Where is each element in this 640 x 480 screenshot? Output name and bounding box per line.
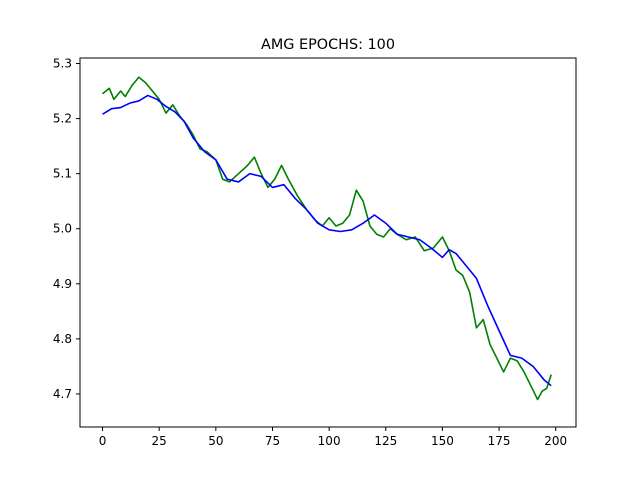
y-tick-label: 4.9	[53, 277, 72, 291]
x-tick-label: 0	[99, 434, 107, 448]
x-tick-label: 125	[374, 434, 397, 448]
series-line-2	[102, 94, 552, 387]
y-tick-label: 5.3	[53, 57, 72, 71]
y-tick-label: 5.0	[53, 222, 72, 236]
x-tick-label: 150	[431, 434, 454, 448]
y-tick-label: 4.7	[53, 387, 72, 401]
y-tick-label: 5.2	[53, 112, 72, 126]
y-axis: 4.7 4.8 4.9 5.0 5.1 5.2 5.3	[53, 57, 80, 401]
y-tick-label: 4.8	[53, 332, 72, 346]
x-tick-label: 75	[265, 434, 280, 448]
x-tick-label: 175	[488, 434, 511, 448]
y-tick-label: 5.1	[53, 167, 72, 181]
plot-frame	[79, 57, 577, 428]
x-tick-label: 25	[152, 434, 167, 448]
chart-title: AMG EPOCHS: 100	[261, 37, 395, 53]
x-axis: 0 25 50 75 100 125 150 175 200	[99, 427, 567, 448]
x-tick-label: 200	[544, 434, 567, 448]
x-tick-label: 100	[318, 434, 341, 448]
x-tick-label: 50	[208, 434, 223, 448]
series-line-1	[102, 76, 552, 401]
series-layer	[102, 76, 552, 401]
